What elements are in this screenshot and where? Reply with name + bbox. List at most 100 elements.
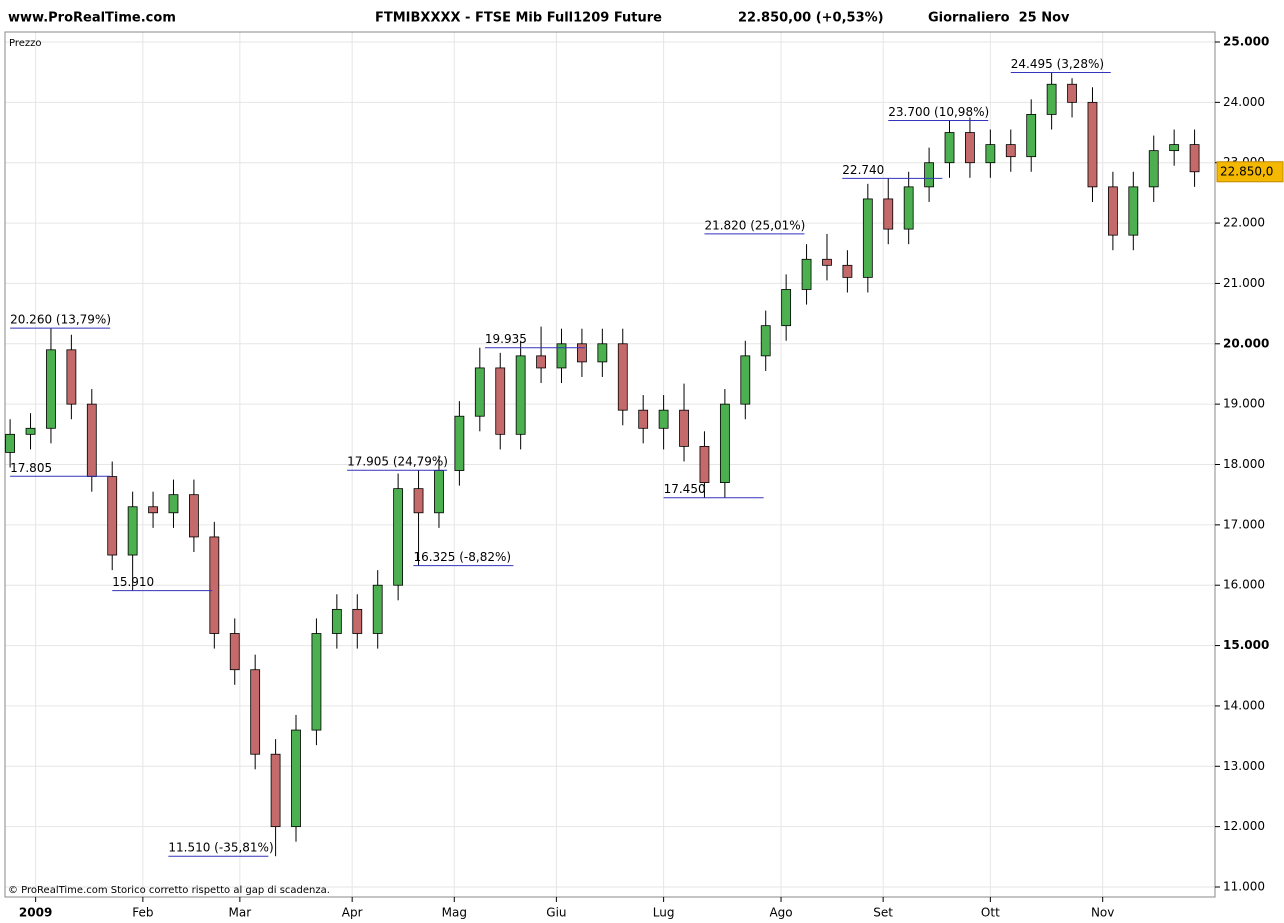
candle-body bbox=[413, 488, 424, 514]
x-tick-label: Mar bbox=[229, 906, 252, 920]
candle-body bbox=[495, 367, 506, 435]
candle-body bbox=[1169, 144, 1180, 152]
candle-body bbox=[1087, 101, 1098, 188]
annotation-label: 19.935 bbox=[485, 332, 527, 346]
candle-body bbox=[658, 409, 669, 429]
annotation-label: 15.910 bbox=[112, 575, 154, 589]
candle-body bbox=[86, 403, 97, 477]
x-tick-label: 2009 bbox=[19, 906, 52, 920]
candle-body bbox=[965, 132, 975, 164]
y-tick-label: 11.000 bbox=[1223, 880, 1265, 894]
candle-body bbox=[189, 494, 199, 538]
candle-body bbox=[270, 753, 281, 828]
y-tick-label: 19.000 bbox=[1223, 397, 1265, 411]
annotation-label: 11.510 (-35,81%) bbox=[168, 841, 273, 855]
candle-body bbox=[536, 355, 546, 369]
candle-body bbox=[331, 608, 342, 634]
candle-body bbox=[352, 608, 363, 634]
candle-body bbox=[842, 264, 853, 278]
x-tick-label: Mag bbox=[442, 906, 467, 920]
footer: © ProRealTime.com Storico corretto rispe… bbox=[8, 885, 330, 896]
y-tick-label: 17.000 bbox=[1223, 517, 1265, 531]
x-tick-label: Lug bbox=[653, 906, 675, 920]
candle-body bbox=[1026, 114, 1037, 158]
annotation-label: 24.495 (3,28%) bbox=[1011, 57, 1104, 71]
candle-body bbox=[66, 349, 77, 405]
y-tick-label: 21.000 bbox=[1223, 276, 1265, 290]
annotation-label: 16.325 (-8,82%) bbox=[413, 550, 511, 564]
candle-body bbox=[903, 186, 914, 230]
candle-body bbox=[760, 325, 771, 357]
chart-subtitle: 22.850,00 (+0,53%) bbox=[738, 11, 884, 26]
y-axis-label: Prezzo bbox=[9, 38, 42, 49]
candle-body bbox=[168, 494, 179, 514]
candle-body bbox=[515, 355, 526, 435]
annotation-label: 21.820 (25,01%) bbox=[704, 218, 805, 232]
candle-body bbox=[699, 445, 710, 484]
candle-body bbox=[944, 132, 955, 164]
candle-body bbox=[801, 258, 812, 290]
candle-body bbox=[474, 367, 485, 417]
candle-body bbox=[638, 409, 649, 429]
candle-body bbox=[556, 343, 567, 369]
candle-body bbox=[985, 144, 996, 164]
candle-body bbox=[250, 669, 261, 755]
last-price-label: 22.850,0 bbox=[1220, 164, 1273, 178]
x-tick-label: Ott bbox=[981, 906, 1000, 920]
annotation-label: 17.905 (24,79%) bbox=[347, 455, 448, 469]
x-tick-label: Giu bbox=[546, 906, 566, 920]
candle-body bbox=[25, 427, 36, 435]
x-tick-label: Set bbox=[873, 906, 893, 920]
candle-body bbox=[127, 506, 138, 556]
y-tick-label: 20.000 bbox=[1223, 336, 1269, 350]
candle-body bbox=[107, 476, 118, 556]
period: Giornaliero 25 Nov bbox=[928, 11, 1070, 26]
candle-body bbox=[740, 355, 751, 405]
candle-body bbox=[577, 343, 587, 363]
y-tick-label: 25.000 bbox=[1223, 35, 1269, 49]
x-tick-label: Nov bbox=[1091, 906, 1114, 920]
candle-body bbox=[862, 198, 873, 278]
candle-body bbox=[1107, 186, 1118, 236]
candle-body bbox=[1128, 186, 1139, 236]
y-tick-label: 14.000 bbox=[1223, 698, 1265, 712]
candle-body bbox=[1005, 144, 1016, 158]
site: www.ProRealTime.com bbox=[8, 11, 176, 26]
candle-body bbox=[1046, 83, 1057, 115]
candle-body bbox=[1067, 83, 1077, 103]
candle-body bbox=[291, 729, 301, 828]
annotation-label: 17.805 bbox=[10, 461, 52, 475]
candle-body bbox=[781, 289, 792, 327]
candle-body bbox=[597, 343, 608, 363]
candle-body bbox=[46, 349, 56, 429]
candle-body bbox=[1189, 144, 1200, 173]
candle-body bbox=[822, 258, 832, 266]
annotation-label: 17.450 bbox=[664, 482, 706, 496]
x-tick-label: Ago bbox=[769, 906, 792, 920]
candle-body bbox=[229, 633, 240, 671]
candle-body bbox=[148, 506, 158, 514]
candle-body bbox=[883, 198, 894, 230]
x-tick-label: Feb bbox=[132, 906, 153, 920]
annotation-label: 22.740 bbox=[842, 163, 884, 177]
y-tick-label: 18.000 bbox=[1223, 457, 1265, 471]
chart-title: FTMIBXXXX - FTSE Mib Full1209 Future bbox=[375, 11, 662, 26]
candle-body bbox=[311, 633, 322, 731]
last-price-box bbox=[1216, 161, 1284, 183]
candle-body bbox=[719, 403, 730, 484]
candle-body bbox=[679, 409, 689, 447]
y-tick-label: 24.000 bbox=[1223, 95, 1265, 109]
x-tick-label: Apr bbox=[342, 906, 363, 920]
candle-body bbox=[434, 470, 444, 514]
candle-body bbox=[617, 343, 628, 411]
candle-body bbox=[393, 488, 404, 586]
y-tick-label: 16.000 bbox=[1223, 578, 1265, 592]
annotation-label: 20.260 (13,79%) bbox=[10, 313, 111, 327]
y-tick-label: 15.000 bbox=[1223, 638, 1269, 652]
candle-body bbox=[1148, 150, 1159, 188]
y-tick-label: 22.000 bbox=[1223, 216, 1265, 230]
y-tick-label: 13.000 bbox=[1223, 759, 1265, 773]
